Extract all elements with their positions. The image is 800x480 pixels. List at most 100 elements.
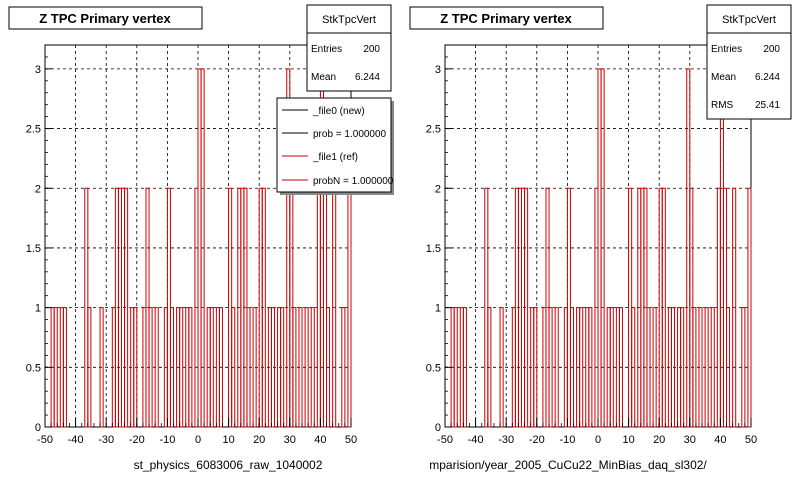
histogram-bars xyxy=(450,68,752,428)
histogram-bin xyxy=(341,307,346,428)
legend-entry-new: _file0 (new) xyxy=(312,106,365,117)
legend-entry-probn: probN = 1.000000 xyxy=(313,176,394,187)
stats-mean-label: Mean xyxy=(711,72,736,83)
histogram-bin xyxy=(169,307,175,428)
x-tick-label: -40 xyxy=(68,434,84,446)
histogram-bin xyxy=(462,307,467,428)
x-tick-label: -30 xyxy=(498,434,514,446)
histogram-bin xyxy=(298,307,303,428)
y-tick-label: 0 xyxy=(435,422,441,434)
y-tick-label: 1 xyxy=(35,303,41,315)
histogram-bin xyxy=(326,307,331,428)
stats-mean-value: 6.244 xyxy=(355,72,380,83)
stats-entries-value: 200 xyxy=(763,44,780,55)
pad-left: 0 0.5 1 1.5 2 2.5 3 -50 -40 -30 -20 -10 0 10 20 30 40 50… xyxy=(8,4,394,472)
stats-entries-label: Entries xyxy=(311,44,342,55)
x-tick-label: -50 xyxy=(37,434,53,446)
x-tick-label: 50 xyxy=(345,434,357,446)
x-axis-ticks: -50 -40 -30 -20 -10 0 10 20 30 40 50 xyxy=(37,418,357,446)
histogram-bin xyxy=(704,307,709,428)
histogram-bin xyxy=(670,307,676,428)
histogram-bin xyxy=(62,307,67,428)
y-tick-label: 2 xyxy=(35,183,41,195)
histogram-bin xyxy=(569,307,575,428)
y-tick-label: 1.5 xyxy=(426,243,441,255)
x-tick-label: 40 xyxy=(714,434,726,446)
stats-mean-value: 6.244 xyxy=(755,72,780,83)
chart-title: Z TPC Primary vertex xyxy=(39,11,171,26)
y-tick-label: 2 xyxy=(435,183,441,195)
histogram-bin xyxy=(280,307,285,428)
histogram-bin xyxy=(231,307,236,428)
x-tick-label: -10 xyxy=(559,434,575,446)
histogram-bin xyxy=(732,187,737,428)
x-tick-label: -20 xyxy=(129,434,145,446)
histogram-bars xyxy=(50,68,352,428)
histogram-bin xyxy=(710,307,715,428)
histogram-bin xyxy=(600,68,605,428)
x-tick-label: 10 xyxy=(622,434,634,446)
histogram-bin xyxy=(533,307,538,428)
histogram-bin xyxy=(747,187,752,428)
histogram-bin xyxy=(554,307,559,428)
histogram-bin xyxy=(218,307,223,428)
y-tick-label: 0.5 xyxy=(26,362,41,374)
y-axis-ticks: 0 0.5 1 1.5 2 2.5 3 xyxy=(426,56,452,434)
y-tick-label: 2.5 xyxy=(26,124,41,136)
histogram-bin xyxy=(200,68,205,428)
y-tick-label: 3 xyxy=(435,64,441,76)
histogram-bin xyxy=(304,307,309,428)
histogram-bin xyxy=(154,307,159,428)
histogram-bin xyxy=(631,307,636,428)
x-tick-label: -40 xyxy=(468,434,484,446)
stats-rms-label: RMS xyxy=(711,100,734,111)
chart-title: Z TPC Primary vertex xyxy=(440,11,572,26)
y-tick-label: 3 xyxy=(35,64,41,76)
x-tick-label: -30 xyxy=(98,434,114,446)
histogram-bin xyxy=(499,307,504,428)
histogram-bin xyxy=(588,307,593,428)
y-tick-label: 0 xyxy=(35,422,41,434)
histogram-bin xyxy=(292,307,297,428)
stats-mean-label: Mean xyxy=(311,72,336,83)
stats-entries-label: Entries xyxy=(711,44,742,55)
histogram-bin xyxy=(609,307,614,428)
histogram-bin xyxy=(310,307,315,428)
histogram-bin xyxy=(124,187,129,428)
histogram-bin xyxy=(692,307,697,428)
y-tick-label: 1.5 xyxy=(26,243,41,255)
stats-entries-value: 200 xyxy=(363,44,380,55)
x-tick-label: -50 xyxy=(437,434,453,446)
stats-name: StkTpcVert xyxy=(722,14,776,26)
y-tick-label: 2.5 xyxy=(426,124,441,136)
title-box: Z TPC Primary vertex xyxy=(8,6,203,30)
y-tick-label: 0.5 xyxy=(426,362,441,374)
histogram-bin xyxy=(246,307,251,428)
x-axis-ticks: -50 -40 -30 -20 -10 0 10 20 30 40 50 xyxy=(437,418,757,446)
y-axis-ticks: 0 0.5 1 1.5 2 2.5 3 xyxy=(26,56,52,434)
histogram-bin xyxy=(133,307,138,428)
legend-entry-ref: _file1 (ref) xyxy=(312,152,358,163)
histogram-bin xyxy=(148,307,153,428)
stats-box: StkTpcVert Entries 200 Mean 6.244 xyxy=(306,4,392,92)
x-axis-label: st_physics_6083006_raw_1040002 xyxy=(134,458,323,472)
x-tick-label: 20 xyxy=(653,434,665,446)
legend-box: _file0 (new) prob = 1.000000 _file1 (ref… xyxy=(276,97,394,195)
stats-rms-value: 25.41 xyxy=(755,100,780,111)
histogram-bin xyxy=(548,307,553,428)
histogram-bin xyxy=(209,307,214,428)
histogram-bin xyxy=(524,187,529,428)
histogram-bin xyxy=(487,307,492,428)
histogram-bin xyxy=(99,307,104,428)
x-tick-label: -10 xyxy=(159,434,175,446)
x-tick-label: 40 xyxy=(314,434,326,446)
histogram-bin xyxy=(53,307,58,428)
histogram-bin xyxy=(646,307,651,428)
histogram-bin xyxy=(252,307,257,428)
pad-right: 0 0.5 1 1.5 2 2.5 3 -50 -40 -30 -20 -10 0 10 20 30 40 50… xyxy=(409,4,792,472)
histogram-bin xyxy=(698,307,703,428)
stats-box: StkTpcVert Entries 200 Mean 6.244 RMS 25… xyxy=(706,4,792,120)
y-tick-label: 1 xyxy=(435,303,441,315)
